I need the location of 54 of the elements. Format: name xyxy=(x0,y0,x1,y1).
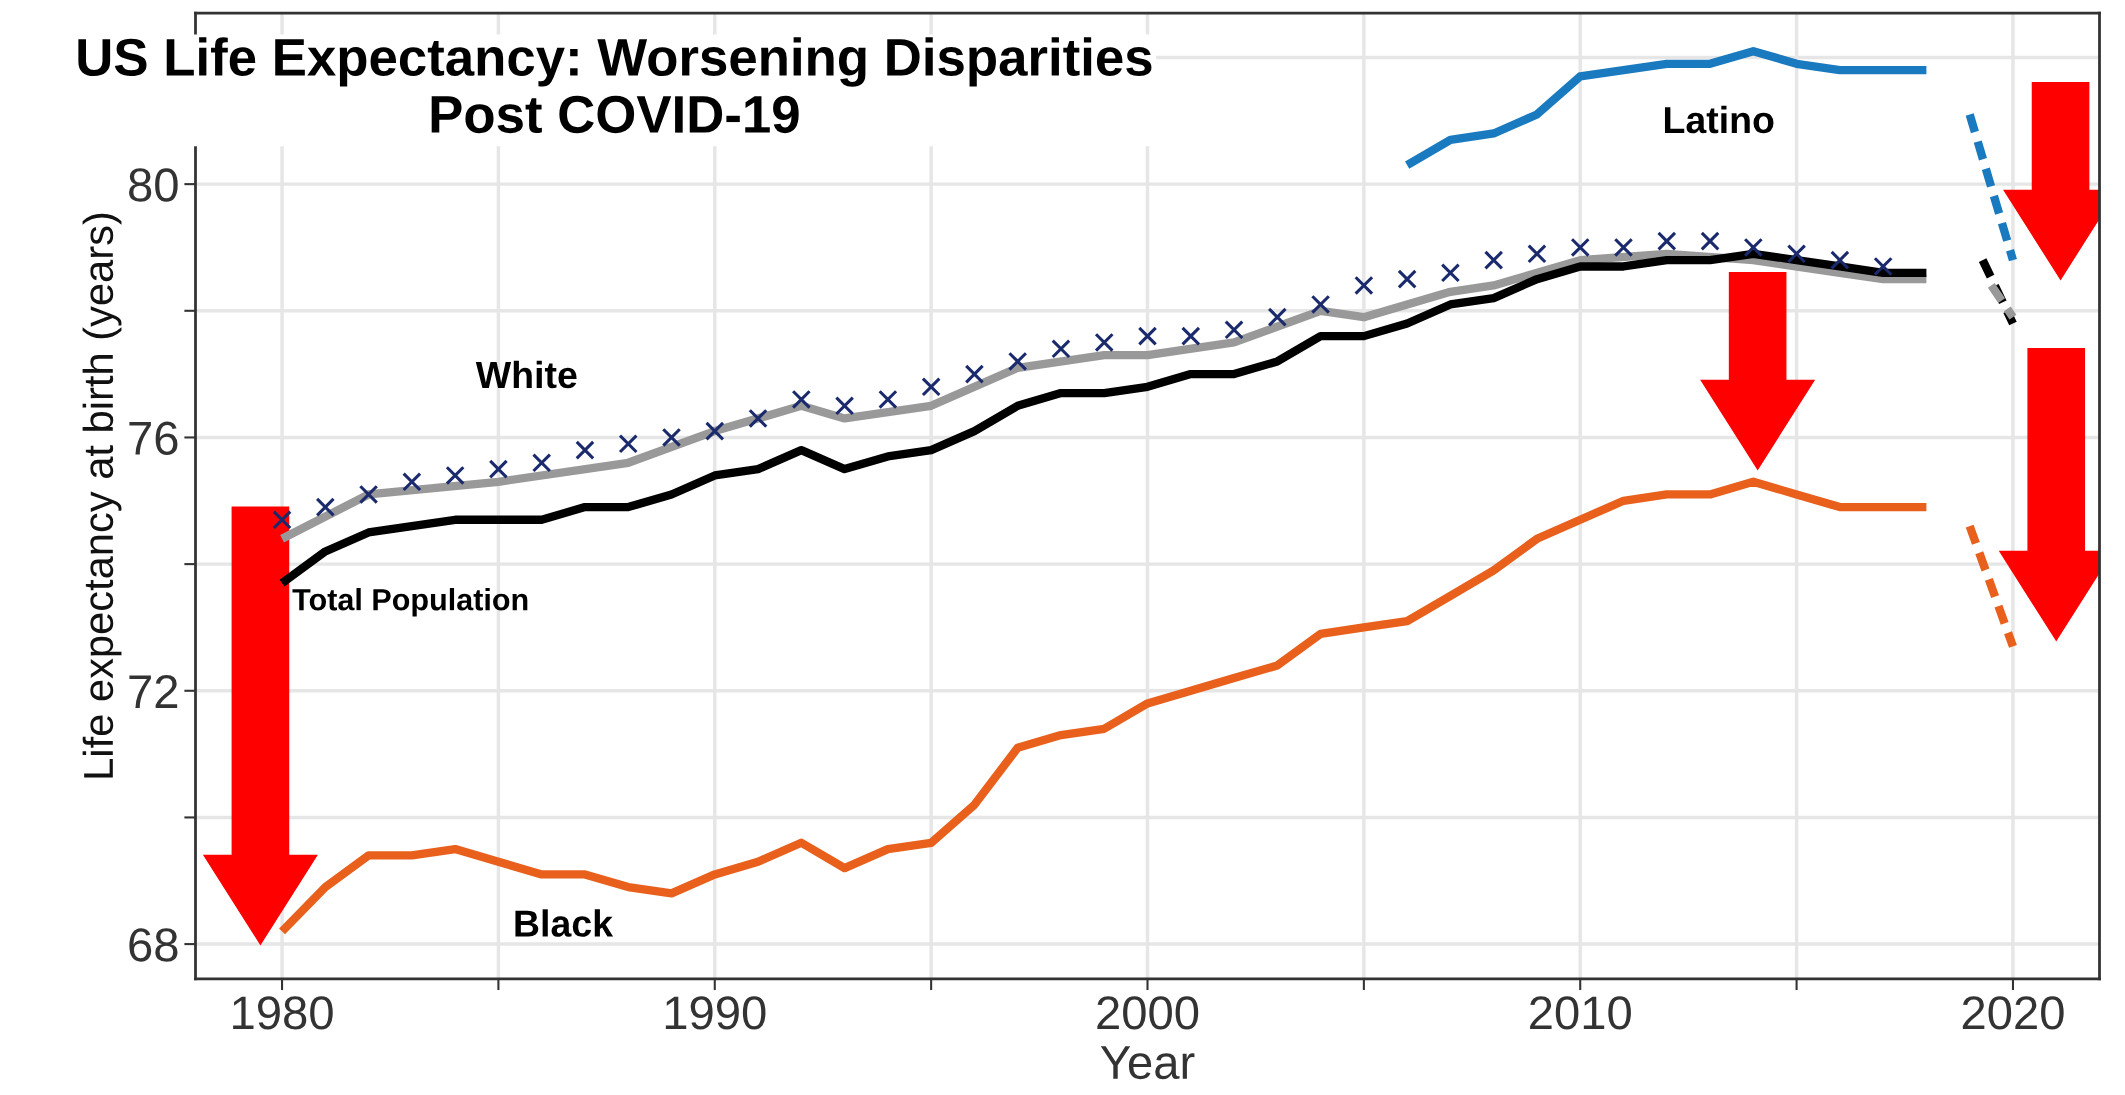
point xyxy=(1224,320,1244,340)
point xyxy=(1830,250,1850,270)
point xyxy=(748,408,768,429)
point xyxy=(1007,351,1028,372)
x-tick-label: 1990 xyxy=(665,996,766,1030)
annotation: Total Population xyxy=(292,588,528,617)
x-axis-title: Year xyxy=(1100,1046,1195,1080)
point xyxy=(272,510,292,530)
point xyxy=(1657,231,1677,251)
point xyxy=(531,453,552,473)
point xyxy=(618,434,638,454)
point xyxy=(834,396,855,416)
point xyxy=(661,427,682,448)
annotation: White xyxy=(475,360,577,389)
point xyxy=(315,497,336,517)
point xyxy=(1786,244,1807,264)
point xyxy=(1354,275,1374,296)
point xyxy=(1483,250,1504,270)
annotation: Black xyxy=(515,909,614,937)
point xyxy=(1570,237,1590,258)
point xyxy=(1873,256,1893,277)
point xyxy=(1094,332,1114,353)
point xyxy=(964,364,985,384)
point xyxy=(358,484,379,505)
point xyxy=(575,440,595,460)
point xyxy=(1310,294,1331,315)
point xyxy=(1181,326,1201,346)
y-tick-label: 76 xyxy=(129,421,178,456)
point xyxy=(445,465,465,486)
x-tick-label: 2020 xyxy=(1962,996,2064,1030)
x-tick-label: 2000 xyxy=(1097,996,1199,1030)
point xyxy=(1137,326,1158,346)
point xyxy=(1051,339,1071,359)
y-tick-label: 72 xyxy=(129,674,178,708)
point xyxy=(488,459,509,479)
point xyxy=(1397,269,1417,289)
point xyxy=(1440,263,1461,283)
point xyxy=(402,472,422,492)
point xyxy=(1527,244,1547,264)
point xyxy=(1613,237,1634,258)
point xyxy=(1267,307,1288,327)
point xyxy=(791,389,812,410)
point xyxy=(878,389,898,410)
y-axis-title: Life expectancy at birth (years) xyxy=(82,213,122,778)
point xyxy=(1743,237,1764,258)
point xyxy=(705,421,725,441)
point xyxy=(1700,231,1720,251)
y-tick-label: 68 xyxy=(129,928,178,962)
text: US Life Expectancy: Worsening Disparities Post COVID-19 xyxy=(78,37,1152,134)
x-tick-label: 2010 xyxy=(1530,996,1631,1030)
y-tick-label: 80 xyxy=(129,168,178,202)
annotation: Latino xyxy=(1664,105,1774,134)
x-tick-label: 1980 xyxy=(233,996,333,1030)
point xyxy=(921,377,941,397)
